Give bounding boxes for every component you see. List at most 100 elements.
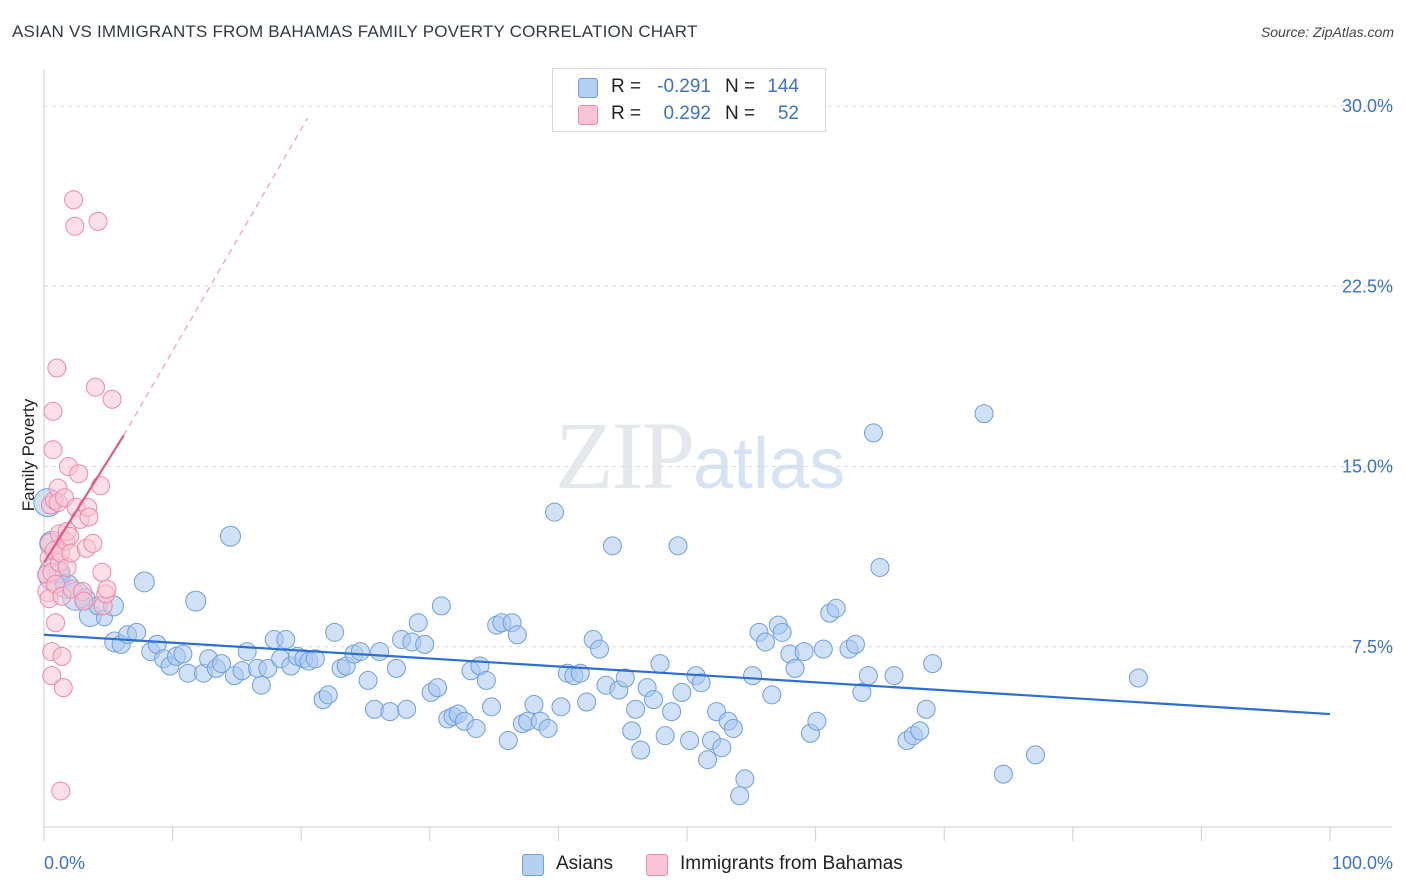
asian-point	[1026, 745, 1046, 765]
bahamas-trend-line	[43, 434, 125, 564]
asian-point	[431, 596, 451, 616]
asian-point	[712, 738, 732, 758]
asian-point	[397, 699, 417, 719]
asian-point	[602, 536, 622, 556]
legend-swatch-bahamas	[578, 105, 598, 125]
asian-point	[772, 622, 792, 642]
legend-n-label: N =	[725, 76, 756, 97]
bahamas-point	[83, 533, 103, 553]
asian-point	[258, 658, 278, 678]
bahamas-point	[91, 476, 111, 496]
asian-point	[755, 632, 775, 652]
asian-point	[615, 668, 635, 688]
bahamas-point	[92, 562, 112, 582]
series-swatch-bahamas	[646, 854, 668, 876]
asian-point	[127, 622, 147, 642]
asian-point	[380, 702, 400, 722]
watermark-zip: ZIP	[555, 402, 695, 509]
legend-r-label: R =	[611, 103, 642, 124]
asian-point	[622, 721, 642, 741]
y-tick-label: 22.5%	[1342, 276, 1393, 296]
asian-point	[545, 502, 565, 522]
asian-point	[858, 666, 878, 686]
bahamas-point	[97, 579, 117, 599]
asian-point	[325, 622, 345, 642]
asian-point	[551, 697, 571, 717]
asian-point	[910, 721, 930, 741]
asian-point	[305, 649, 325, 669]
legend-n-value: 52	[777, 103, 799, 124]
x-tick-label: 100.0%	[1332, 853, 1393, 873]
asian-point	[807, 711, 827, 731]
asian-point	[644, 690, 664, 710]
y-tick-label: 15.0%	[1342, 457, 1393, 477]
x-tick-label: 0.0%	[44, 853, 85, 873]
asian-point	[735, 769, 755, 789]
bahamas-point	[69, 464, 89, 484]
asian-point	[698, 750, 718, 770]
asian-point	[730, 786, 750, 806]
legend-n-label: N =	[725, 103, 756, 124]
asian-point	[211, 654, 231, 674]
asian-point	[923, 654, 943, 674]
bahamas-point	[42, 666, 62, 686]
asian-point	[845, 634, 865, 654]
asian-point	[680, 730, 700, 750]
asian-point	[743, 666, 763, 686]
asian-point	[358, 670, 378, 690]
asian-trend-line	[43, 633, 1331, 716]
asian-point	[251, 675, 271, 695]
series-label-asians: Asians	[556, 853, 614, 874]
asian-point	[466, 718, 486, 738]
bahamas-point	[53, 678, 73, 698]
asian-point	[507, 625, 527, 645]
asian-point	[813, 639, 833, 659]
asian-point	[626, 699, 646, 719]
asian-point	[173, 644, 193, 664]
asian-point	[631, 740, 651, 760]
watermark-atlas: atlas	[693, 424, 846, 504]
bahamas-trend-extension	[123, 117, 309, 436]
legend-n-value: 144	[767, 76, 799, 97]
y-tick-label: 7.5%	[1352, 637, 1393, 657]
correlation-legend: R = -0.291 N = 144 R = 0.292 N = 52	[552, 68, 826, 132]
asian-point	[590, 639, 610, 659]
asian-point	[794, 642, 814, 662]
legend-row-asians: R = -0.291 N = 144	[553, 74, 825, 100]
asian-point	[723, 718, 743, 738]
asian-point	[577, 692, 597, 712]
asian-point	[476, 670, 496, 690]
asian-point	[370, 642, 390, 662]
series-legend: Asians Immigrants from Bahamas	[0, 852, 1406, 878]
bahamas-point	[65, 216, 85, 236]
asian-point	[1128, 668, 1148, 688]
asian-point	[219, 525, 241, 547]
asian-point	[668, 536, 688, 556]
legend-r-label: R =	[611, 76, 642, 97]
bahamas-point	[74, 591, 94, 611]
asian-point	[863, 423, 883, 443]
asian-point	[482, 697, 502, 717]
asian-point	[498, 730, 518, 750]
asian-point	[276, 630, 296, 650]
series-swatch-asians	[522, 854, 544, 876]
asian-point	[428, 678, 448, 698]
asian-point	[762, 685, 782, 705]
bahamas-point	[79, 507, 99, 527]
legend-swatch-asians	[578, 78, 598, 98]
asian-point	[691, 673, 711, 693]
y-tick-label: 30.0%	[1342, 96, 1393, 116]
zipatlas-watermark: ZIPatlas	[555, 400, 845, 511]
bahamas-point	[85, 377, 105, 397]
asian-point	[993, 764, 1013, 784]
bahamas-point	[52, 646, 72, 666]
bahamas-point	[88, 211, 108, 231]
y-axis-label: Family Poverty	[19, 398, 38, 511]
asian-point	[318, 685, 338, 705]
legend-row-bahamas: R = 0.292 N = 52	[553, 101, 825, 127]
asian-point	[408, 613, 428, 633]
chart-title: ASIAN VS IMMIGRANTS FROM BAHAMAS FAMILY …	[12, 22, 698, 41]
asian-point	[785, 658, 805, 678]
bahamas-point	[47, 358, 67, 378]
